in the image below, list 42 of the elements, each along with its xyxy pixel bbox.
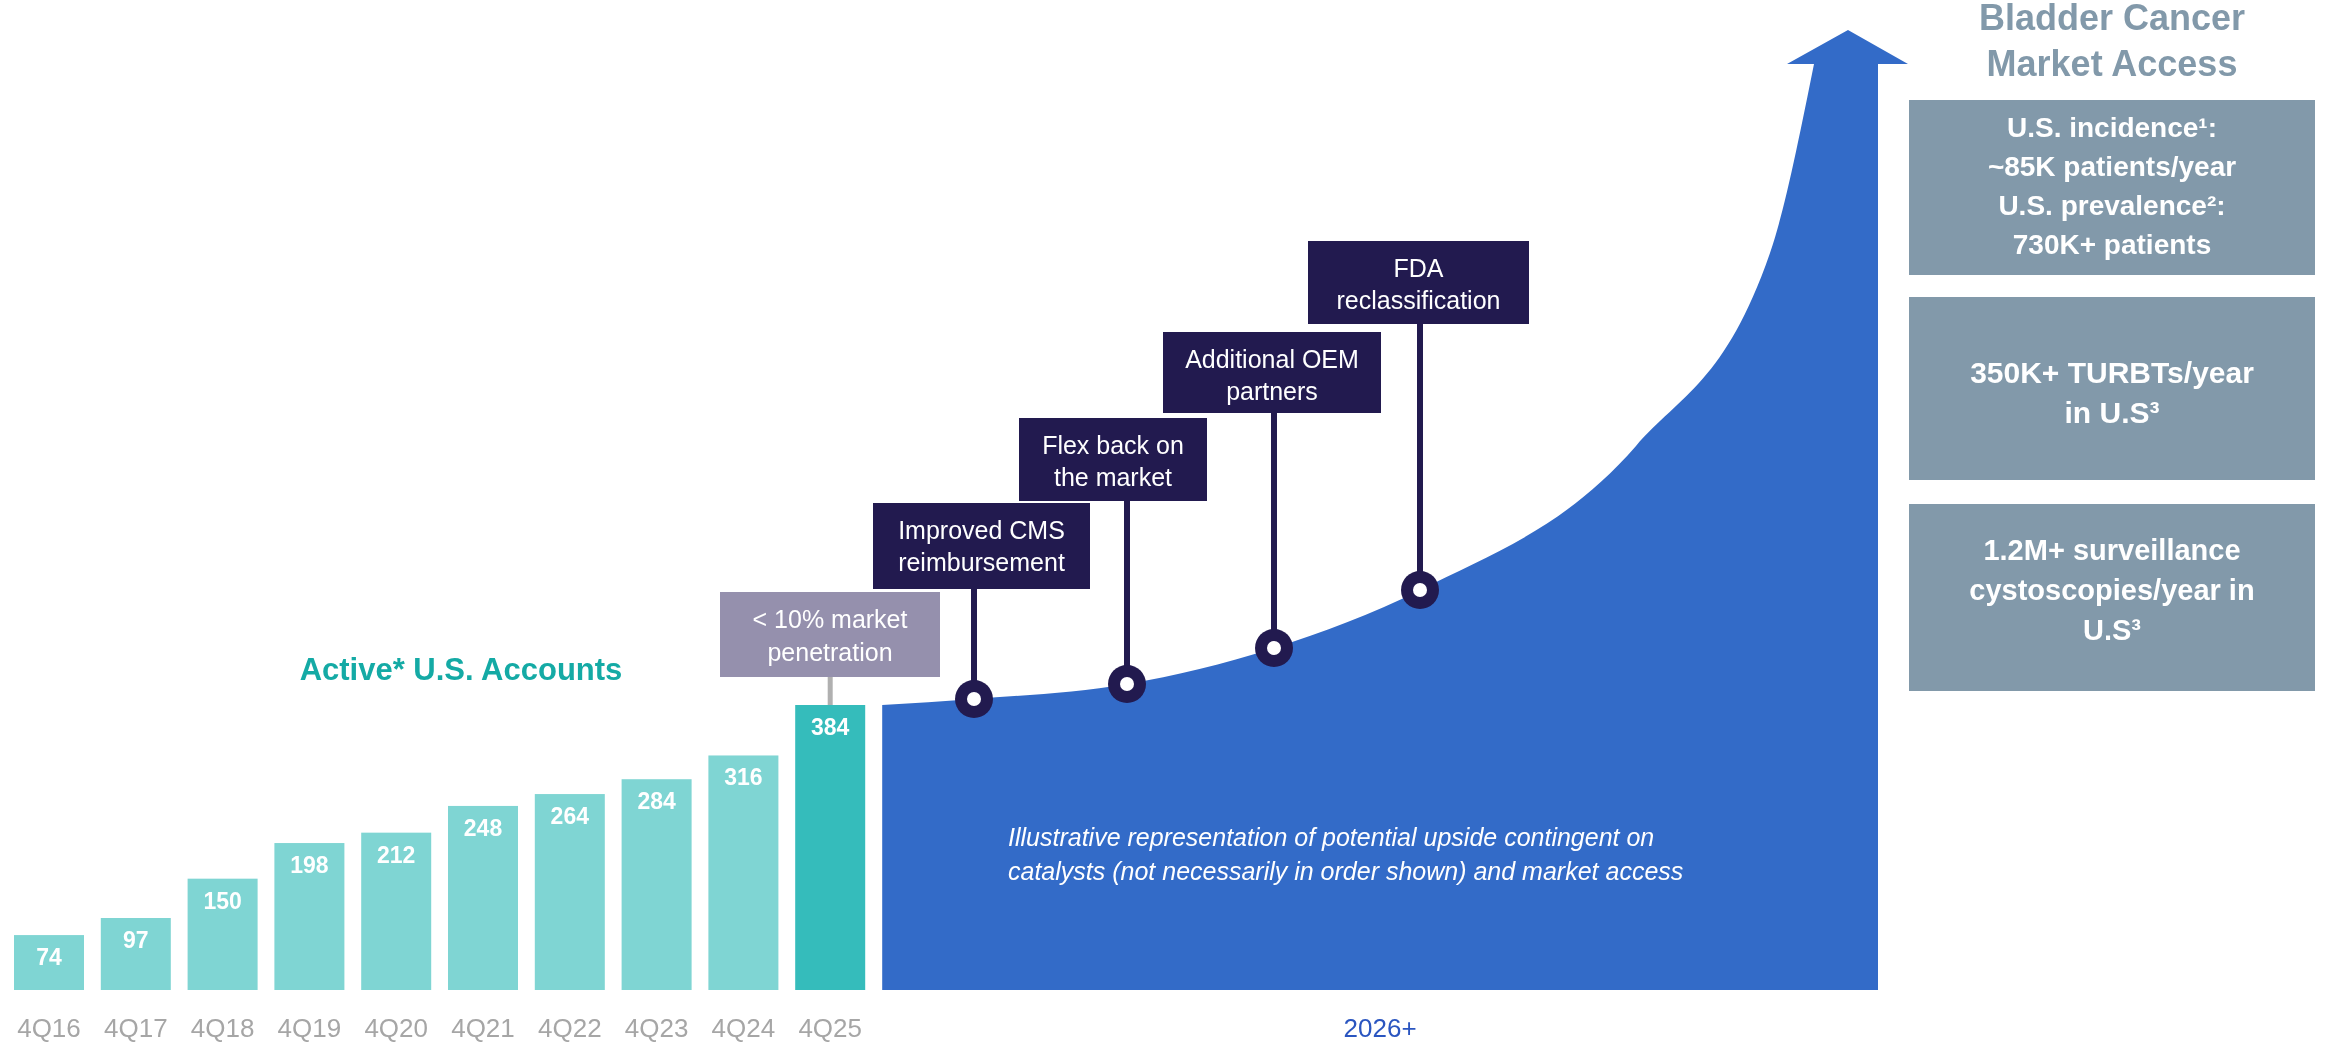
data-label: 284 <box>637 788 676 815</box>
data-label: 150 <box>203 887 242 914</box>
data-label: 74 <box>36 944 62 971</box>
data-label: 264 <box>550 803 590 830</box>
bar <box>534 794 605 990</box>
data-label: 384 <box>811 714 850 740</box>
text: 2026+ <box>1343 1013 1417 1043</box>
x-tick-label: 4Q24 <box>711 1013 776 1043</box>
data-label: 212 <box>377 841 416 868</box>
text: Bladder Cancer Market Access <box>1978 0 2246 84</box>
data-label: 97 <box>123 927 149 954</box>
data-label: 198 <box>290 852 329 879</box>
data-label: 248 <box>463 814 503 841</box>
data-label: 316 <box>724 764 763 791</box>
x-tick-label: 4Q17 <box>104 1013 168 1043</box>
text: Illustrative representation of potential upside contingent on catalysts (not necessarily in order shown) and market access <box>1008 823 1684 885</box>
chart-title: Active* U.S. Accounts <box>299 652 623 687</box>
bar <box>708 755 779 990</box>
text: 1.2M+ surveillance cystoscopies/year in U.S³ <box>1969 534 2255 646</box>
text: Improved CMS reimbursement <box>898 516 1065 576</box>
bar <box>448 805 518 990</box>
x-tick-label: 4Q22 <box>538 1013 602 1043</box>
bar <box>795 705 866 990</box>
x-tick-label: 4Q21 <box>451 1013 515 1043</box>
text: Flex back on the market <box>1042 431 1184 491</box>
bar <box>14 935 84 990</box>
bar <box>361 832 432 990</box>
x-tick-label: 4Q18 <box>190 1013 255 1043</box>
text: U.S. incidence¹: ~85K patients/year U.S. prevalence²: 730K+ patients <box>1987 112 2237 260</box>
bar <box>100 918 171 990</box>
text: < 10% market penetration <box>752 605 908 666</box>
bar <box>621 779 692 990</box>
x-tick-label: 4Q23 <box>624 1013 689 1043</box>
x-tick-label: 4Q20 <box>364 1013 428 1043</box>
text: 350K+ TURBTs/year in U.S³ <box>1970 356 2255 429</box>
text: Additional OEM partners <box>1185 345 1359 405</box>
x-tick-label: 4Q19 <box>277 1013 342 1043</box>
x-tick-label: 4Q16 <box>17 1013 81 1043</box>
bar <box>274 843 345 990</box>
text: FDA reclassification <box>1336 254 1501 314</box>
x-tick-label: 4Q25 <box>798 1013 862 1043</box>
bar <box>187 878 258 990</box>
